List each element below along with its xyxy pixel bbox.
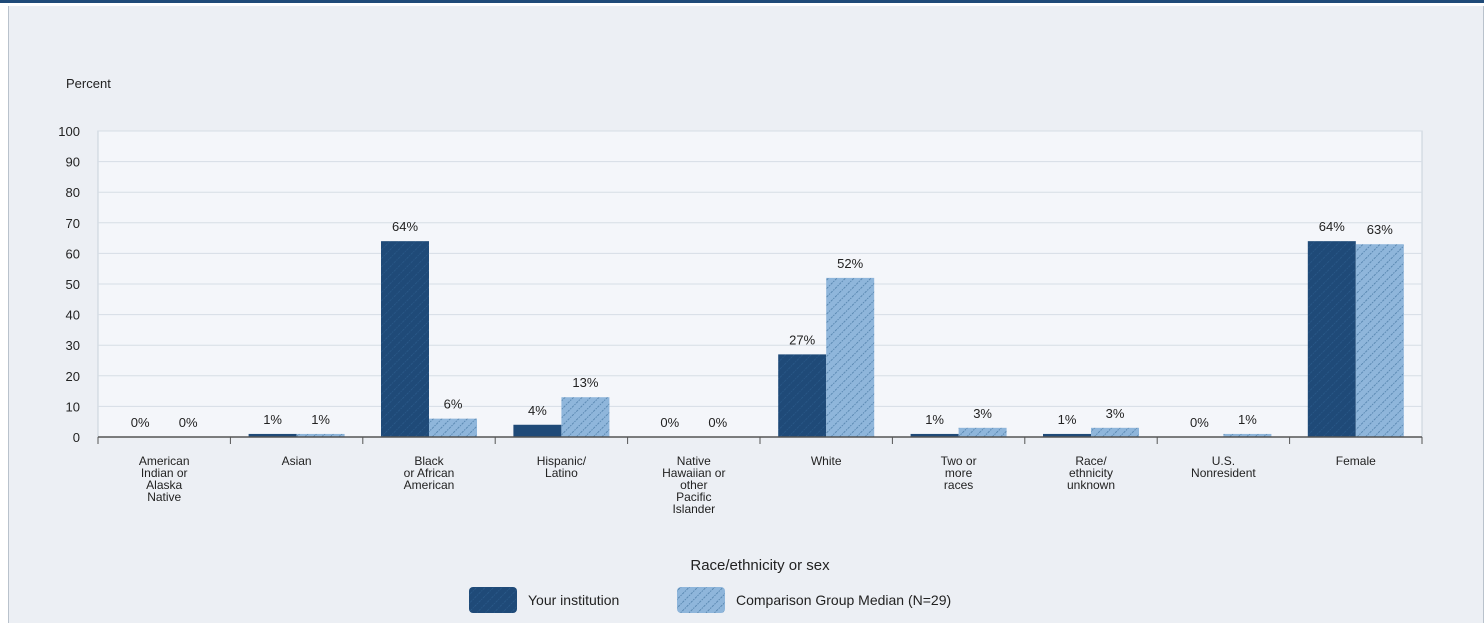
bar-value-label: 64% xyxy=(392,219,418,234)
bar-value-label: 1% xyxy=(925,412,944,427)
bar-value-label: 6% xyxy=(444,397,463,412)
x-axis-category-labels: American Indian or Alaska Native Asian Black o… xyxy=(139,454,1376,516)
bar-your-institution xyxy=(1043,433,1091,437)
bars-group xyxy=(248,241,1404,437)
bar-value-label: 52% xyxy=(837,256,863,271)
y-tick-label: 100 xyxy=(58,124,80,139)
x-category-label: Native Hawaiian or other Pacific Islander xyxy=(662,454,725,516)
y-tick-label: 10 xyxy=(66,399,80,414)
legend-label-comparison-group: Comparison Group Median (N=29) xyxy=(736,592,951,608)
legend: Your institution Comparison Group Median… xyxy=(469,587,951,613)
bar-value-label: 1% xyxy=(1238,412,1257,427)
bar-comparison xyxy=(826,277,875,437)
x-category-label: American Indian or Alaska Native xyxy=(139,454,190,504)
bar-comparison xyxy=(1223,433,1272,437)
bar-value-label: 1% xyxy=(1058,412,1077,427)
x-category-label: Race/ethnicity unknown xyxy=(1067,454,1115,492)
bar-comparison xyxy=(429,418,477,437)
bar-value-labels: 0% 1% 64% 4% 0% 27% 1% 1% 0% 64% 0% 1% 6% 13% 0% 52% 3% 3… xyxy=(131,219,1393,430)
bar-value-label: 27% xyxy=(789,332,815,347)
x-category-label: Two or more races xyxy=(941,454,977,492)
y-tick-label: 30 xyxy=(66,338,80,353)
bar-value-label: 64% xyxy=(1319,219,1345,234)
bar-value-label: 3% xyxy=(1106,406,1125,421)
y-tick-label: 40 xyxy=(66,308,80,323)
bar-your-institution xyxy=(513,424,562,437)
bar-value-label: 63% xyxy=(1367,222,1393,237)
y-axis-label: Percent xyxy=(66,76,111,91)
y-tick-label: 50 xyxy=(66,277,80,292)
legend-swatch-your-institution xyxy=(469,587,517,613)
y-tick-label: 0 xyxy=(73,430,80,445)
x-category-label: Female xyxy=(1336,454,1376,468)
x-category-label: Hispanic/Latino xyxy=(537,454,587,480)
bar-chart: Percent 0 10 20 30 40 50 60 70 80 90 100 0% 1% 64% 4%… xyxy=(58,76,1423,613)
gridlines xyxy=(97,130,1423,438)
y-tick-label: 60 xyxy=(66,246,80,261)
bar-value-label: 0% xyxy=(131,415,150,430)
x-axis-title: Race/ethnicity or sex xyxy=(690,557,830,574)
bar-value-label: 0% xyxy=(660,415,679,430)
x-category-label: U.S. Nonresident xyxy=(1191,454,1256,480)
bar-value-label: 1% xyxy=(263,412,282,427)
x-category-label: White xyxy=(811,454,842,468)
x-category-label: Black or African American xyxy=(404,454,455,492)
bar-your-institution xyxy=(1307,241,1356,437)
bar-your-institution xyxy=(778,354,827,437)
y-axis-ticks: 0 10 20 30 40 50 60 70 80 90 100 xyxy=(58,124,80,445)
x-axis xyxy=(97,436,1423,444)
y-tick-label: 70 xyxy=(66,216,80,231)
legend-label-your-institution: Your institution xyxy=(528,592,619,608)
bar-comparison xyxy=(561,397,610,437)
y-tick-label: 90 xyxy=(66,155,80,170)
bar-comparison xyxy=(1355,244,1404,437)
bar-your-institution xyxy=(248,433,297,437)
bar-value-label: 0% xyxy=(1190,415,1209,430)
bar-value-label: 13% xyxy=(572,375,598,390)
legend-swatch-comparison-group xyxy=(677,587,725,613)
bar-comparison xyxy=(958,427,1007,437)
y-tick-label: 20 xyxy=(66,369,80,384)
bar-value-label: 4% xyxy=(528,403,547,418)
bar-value-label: 0% xyxy=(708,415,727,430)
bar-value-label: 1% xyxy=(311,412,330,427)
bar-your-institution xyxy=(381,241,429,437)
bar-your-institution xyxy=(910,433,959,437)
x-category-label: Asian xyxy=(282,454,312,468)
bar-value-label: 0% xyxy=(179,415,198,430)
bar-comparison xyxy=(296,433,345,437)
bar-comparison xyxy=(1091,427,1139,437)
bar-value-label: 3% xyxy=(973,406,992,421)
y-tick-label: 80 xyxy=(66,185,80,200)
